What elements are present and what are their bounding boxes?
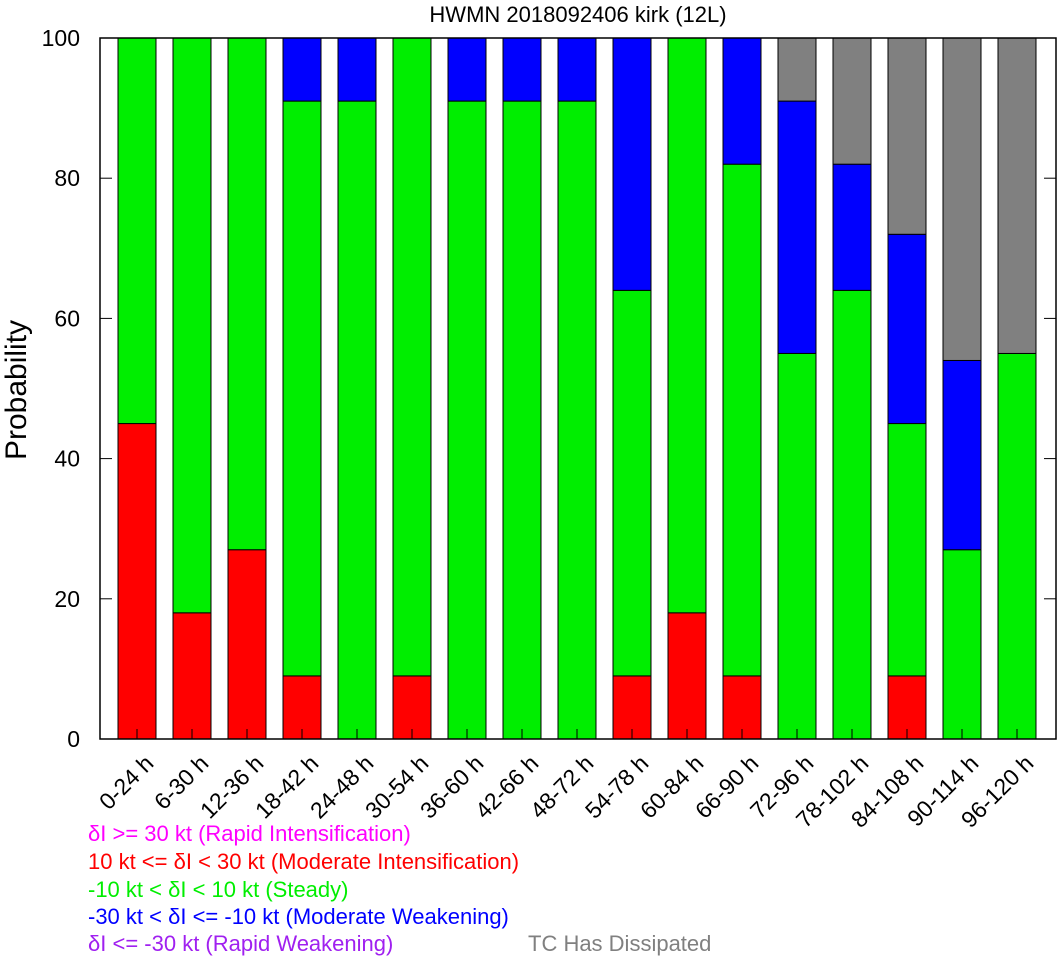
bar-steady-1 — [172, 37, 212, 614]
bar-dissipated-16 — [997, 37, 1037, 354]
bar-steady-16 — [997, 352, 1037, 740]
plot-frame — [99, 37, 1057, 740]
bars-group — [117, 37, 1037, 740]
bar-mw-12 — [777, 100, 817, 354]
bar-mi-0 — [117, 423, 157, 740]
bar-steady-11 — [722, 163, 762, 677]
bar-mw-11 — [722, 37, 762, 165]
bar-mw-15 — [942, 359, 982, 551]
y-axis-label: Probability — [0, 320, 33, 460]
bar-mi-3 — [282, 675, 322, 740]
legend-entry-moderate-intensification: 10 kt <= δI < 30 kt (Moderate Intensific… — [88, 849, 520, 874]
y-tick-label-2: 40 — [54, 446, 80, 472]
bar-mi-10 — [667, 612, 707, 740]
bar-steady-4 — [337, 100, 377, 740]
bar-steady-8 — [557, 100, 597, 740]
chart-title: HWMN 2018092406 kirk (12L) — [429, 2, 726, 27]
bar-steady-10 — [667, 37, 707, 614]
bar-mw-8 — [557, 37, 597, 102]
bar-steady-13 — [832, 289, 872, 740]
y-tick-label-0: 0 — [67, 726, 80, 752]
bar-mi-11 — [722, 675, 762, 740]
bar-dissipated-13 — [832, 37, 872, 165]
axes-group — [99, 37, 1057, 740]
legend-entry-steady: -10 kt < δI < 10 kt (Steady) — [88, 877, 349, 902]
y-tick-label-5: 100 — [42, 25, 80, 51]
bar-steady-3 — [282, 100, 322, 677]
bar-dissipated-15 — [942, 37, 982, 361]
y-tick-label-1: 20 — [54, 586, 80, 612]
legend-entry-moderate-weakening: -30 kt < δI <= -10 kt (Moderate Weakenin… — [88, 904, 509, 929]
stacked-bar-chart: HWMN 2018092406 kirk (12L) Probability 0… — [0, 2, 1057, 830]
legend-entry-rapid-intensification: δI >= 30 kt (Rapid Intensification) — [88, 821, 411, 846]
bar-mw-14 — [887, 233, 927, 425]
bar-mi-2 — [227, 549, 267, 740]
bar-mi-1 — [172, 612, 212, 740]
y-tick-label-4: 80 — [54, 165, 80, 191]
x-tick-label-0: 0-24 h — [94, 750, 159, 815]
bar-steady-7 — [502, 100, 542, 740]
y-tick-label-3: 60 — [54, 305, 80, 331]
bar-mw-6 — [447, 37, 487, 102]
bar-dissipated-14 — [887, 37, 927, 235]
bar-steady-14 — [887, 423, 927, 677]
y-tick-labels: 0 20 40 60 80 100 — [42, 25, 80, 752]
bar-mw-7 — [502, 37, 542, 102]
legend-entry-rapid-weakening: δI <= -30 kt (Rapid Weakening) — [88, 931, 394, 956]
bar-steady-6 — [447, 100, 487, 740]
bar-mw-3 — [282, 37, 322, 102]
bar-mw-13 — [832, 163, 872, 291]
bar-mi-5 — [392, 675, 432, 740]
bar-mw-9 — [612, 37, 652, 291]
bar-mw-4 — [337, 37, 377, 102]
bar-steady-5 — [392, 37, 432, 677]
bar-steady-9 — [612, 289, 652, 677]
bar-steady-12 — [777, 352, 817, 740]
bar-steady-15 — [942, 549, 982, 740]
bar-steady-2 — [227, 37, 267, 551]
x-tick-labels: 0-24 h6-30 h12-36 h18-42 h24-48 h30-54 h… — [94, 750, 1039, 830]
legend-entry-dissipated: TC Has Dissipated — [528, 931, 712, 956]
bar-dissipated-12 — [777, 37, 817, 102]
bar-steady-0 — [117, 37, 157, 425]
